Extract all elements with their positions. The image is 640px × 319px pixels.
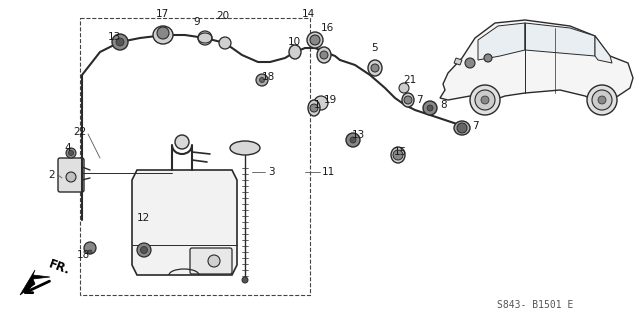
Ellipse shape [153,26,173,44]
Circle shape [470,85,500,115]
Circle shape [219,37,231,49]
Circle shape [175,135,189,149]
Text: 22: 22 [73,127,86,137]
Text: 17: 17 [156,9,168,19]
FancyBboxPatch shape [190,248,232,274]
Text: 21: 21 [403,75,417,85]
Text: 18: 18 [261,72,275,82]
Circle shape [66,148,76,158]
Ellipse shape [289,45,301,59]
Circle shape [198,31,212,45]
Circle shape [112,34,128,50]
Circle shape [137,243,151,257]
Ellipse shape [317,47,331,63]
Ellipse shape [308,100,320,116]
Circle shape [371,64,379,72]
Circle shape [481,96,489,104]
Text: 16: 16 [321,23,333,33]
Circle shape [427,105,433,111]
Circle shape [457,123,467,133]
Text: 13: 13 [108,32,120,42]
Ellipse shape [402,93,414,107]
Text: 7: 7 [472,121,479,131]
Circle shape [350,137,356,143]
Ellipse shape [230,141,260,155]
Circle shape [598,96,606,104]
Text: 10: 10 [287,37,301,47]
Text: 7: 7 [416,95,422,105]
Circle shape [475,90,495,110]
Circle shape [84,242,96,254]
Circle shape [208,255,220,267]
Circle shape [259,78,264,83]
Ellipse shape [368,60,382,76]
Circle shape [320,51,328,59]
Circle shape [242,277,248,283]
Text: 2: 2 [49,170,55,180]
Circle shape [141,247,147,254]
Circle shape [66,172,76,182]
Polygon shape [20,270,50,295]
Ellipse shape [454,121,470,135]
Text: 11: 11 [322,167,335,177]
Text: 14: 14 [301,9,315,19]
Text: 1: 1 [314,100,321,110]
Circle shape [587,85,617,115]
Circle shape [116,38,124,46]
Polygon shape [440,20,633,103]
Polygon shape [478,23,525,60]
Text: 8: 8 [440,100,447,110]
Circle shape [423,101,437,115]
Polygon shape [525,23,595,56]
Circle shape [68,151,74,155]
Text: FR.: FR. [47,257,72,277]
Circle shape [314,96,328,110]
Polygon shape [454,58,462,65]
Circle shape [393,150,403,160]
Polygon shape [132,170,237,275]
Text: 4: 4 [65,143,71,153]
Polygon shape [595,36,612,63]
Text: 3: 3 [268,167,275,177]
Circle shape [484,54,492,62]
Text: 12: 12 [136,213,150,223]
Text: 13: 13 [351,130,365,140]
Circle shape [404,96,412,104]
Text: 5: 5 [372,43,378,53]
Text: S843- B1501 E: S843- B1501 E [497,300,573,310]
Circle shape [310,35,320,45]
Circle shape [399,83,409,93]
Circle shape [310,104,318,112]
Bar [80,18,310,295]
Text: 9: 9 [194,17,200,27]
Ellipse shape [307,32,323,48]
Circle shape [592,90,612,110]
FancyBboxPatch shape [58,158,84,192]
Circle shape [256,74,268,86]
Ellipse shape [391,147,405,163]
Text: 20: 20 [216,11,230,21]
Circle shape [465,58,475,68]
Circle shape [346,133,360,147]
Circle shape [88,250,92,254]
Text: 15: 15 [394,147,406,157]
Text: 18: 18 [76,250,90,260]
Circle shape [157,27,169,39]
Text: 19: 19 [323,95,337,105]
